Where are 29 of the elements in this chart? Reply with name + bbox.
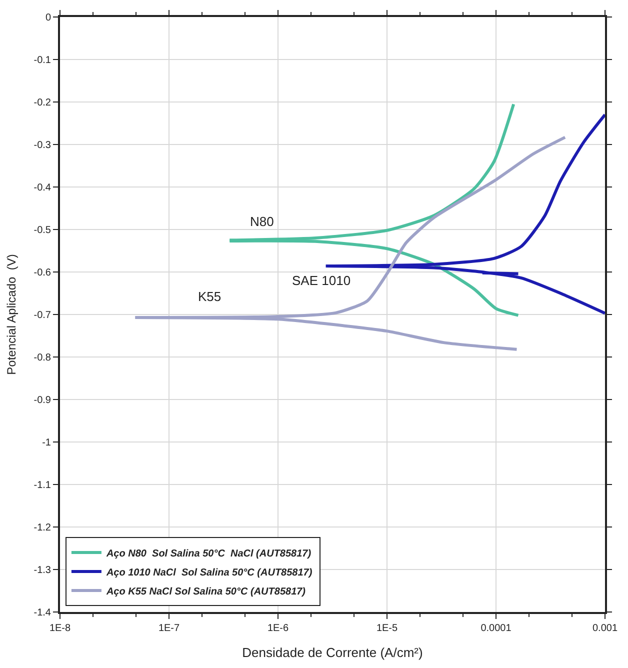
x-tick-label: 0.001 (592, 623, 618, 634)
annotation: K55 (198, 289, 222, 304)
y-tick-label: -0.8 (34, 352, 52, 364)
y-tick-label: -0.6 (34, 268, 52, 278)
y-tick-label: 0 (45, 12, 52, 24)
legend-label: Aço N80 Sol Salina 50°C NaCl (AUT85817) (105, 548, 312, 560)
annotation: N80 (250, 214, 274, 229)
y-axis-title: Potencial Aplicado (V) (4, 254, 19, 375)
y-tick-label: -0.5 (34, 225, 52, 236)
y-tick-label: -0.4 (34, 182, 52, 194)
legend-label: Aço 1010 NaCl Sol Salina 50°C (AUT85817) (105, 567, 313, 578)
y-tick-label: -0.7 (34, 310, 52, 321)
y-tick-label: -0.9 (34, 395, 52, 406)
y-tick-label: -1.2 (34, 522, 52, 534)
y-tick-label: -0.3 (34, 140, 52, 151)
y-tick-label: -1.3 (34, 565, 52, 576)
annotation: SAE 1010 (292, 273, 351, 288)
x-tick-label: 0.0001 (480, 623, 512, 634)
y-tick-label: -0.2 (34, 98, 52, 108)
x-tick-label: 1E-8 (49, 623, 71, 634)
x-axis-title: Densidade de Corrente (A/cm²) (242, 645, 423, 660)
x-tick-label: 1E-6 (267, 623, 289, 634)
y-tick-label: -1.4 (34, 608, 52, 618)
x-tick-label: 1E-5 (376, 623, 398, 634)
x-tick-label: 1E-7 (158, 623, 180, 634)
y-tick-label: -1.1 (34, 480, 52, 491)
y-tick-label: -0.1 (34, 55, 52, 66)
y-tick-label: -1 (42, 438, 52, 448)
legend-label: Aço K55 NaCl Sol Salina 50°C (AUT85817) (105, 586, 306, 598)
